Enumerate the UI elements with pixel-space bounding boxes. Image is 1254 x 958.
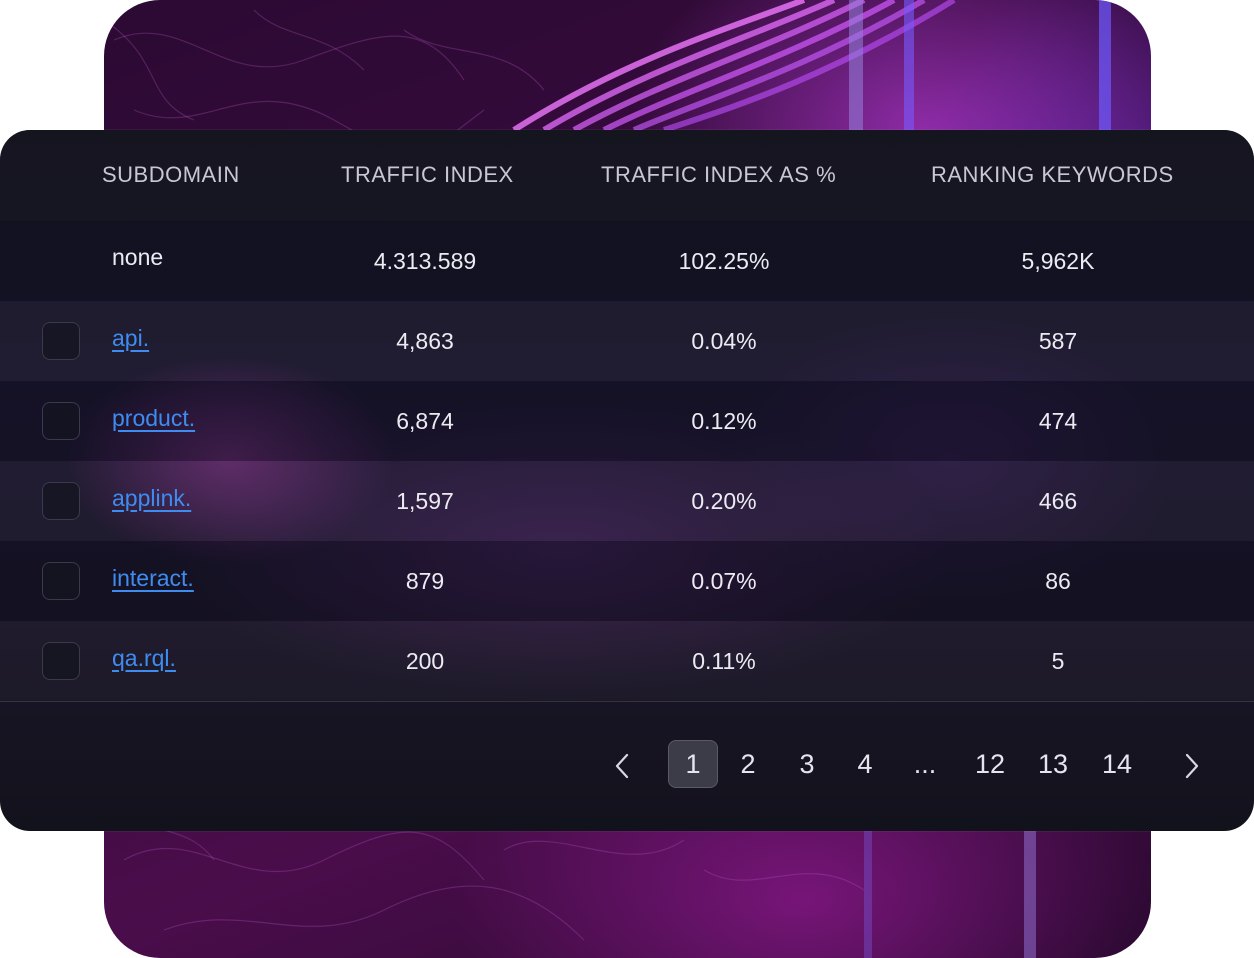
ranking-keywords-value: 466: [1038, 488, 1078, 514]
traffic-index-pct-value: 0.11%: [692, 648, 756, 674]
header-subdomain: SUBDOMAIN: [102, 162, 240, 187]
page-2-button[interactable]: 2: [740, 749, 756, 779]
prev-page-button[interactable]: [600, 740, 644, 788]
table-row: none 4.313.589 102.25% 5,962K: [0, 221, 1254, 301]
ranking-keywords-value: 474: [1038, 408, 1078, 434]
table-header: SUBDOMAIN TRAFFIC INDEX TRAFFIC INDEX AS…: [0, 130, 1254, 221]
subdomain-table-panel: SUBDOMAIN TRAFFIC INDEX TRAFFIC INDEX AS…: [0, 130, 1254, 831]
subdomain-link[interactable]: product.: [112, 405, 196, 431]
table-row: interact. 879 0.07% 86: [0, 541, 1254, 621]
table-row: product. 6,874 0.12% 474: [0, 381, 1254, 461]
subdomain-name: none: [112, 244, 164, 270]
table-divider: [0, 701, 1254, 702]
traffic-index-value: 4.313.589: [373, 248, 477, 274]
row-checkbox[interactable]: [42, 402, 80, 440]
traffic-index-value: 1,597: [396, 488, 454, 514]
header-traffic-index: TRAFFIC INDEX: [341, 162, 514, 187]
traffic-index-pct-value: 102.25%: [678, 248, 770, 274]
chevron-right-icon: [1185, 753, 1199, 778]
traffic-index-pct-value: 0.12%: [691, 408, 757, 434]
subdomain-link[interactable]: api.: [112, 325, 150, 351]
header-traffic-index-pct: TRAFFIC INDEX AS %: [601, 162, 837, 187]
ranking-keywords-value: 5,962K: [1021, 248, 1095, 274]
page-4-button[interactable]: 4: [857, 749, 873, 779]
ranking-keywords-value: 86: [1045, 568, 1071, 594]
page-3-button[interactable]: 3: [799, 749, 815, 779]
page-ellipsis: ...: [913, 749, 937, 779]
row-checkbox[interactable]: [42, 642, 80, 680]
row-checkbox[interactable]: [42, 322, 80, 360]
header-ranking-keywords: RANKING KEYWORDS: [931, 162, 1174, 187]
page-1-button[interactable]: 1: [668, 740, 718, 788]
subdomain-link[interactable]: qa.rql.: [112, 645, 176, 671]
page-14-button[interactable]: 14: [1101, 749, 1133, 779]
ranking-keywords-value: 587: [1038, 328, 1078, 354]
traffic-index-value: 4,863: [396, 328, 454, 354]
next-page-button[interactable]: [1170, 740, 1214, 788]
traffic-index-value: 200: [405, 648, 445, 674]
subdomain-link[interactable]: interact.: [112, 565, 194, 591]
table-row: api. 4,863 0.04% 587: [0, 301, 1254, 381]
chevron-left-icon: [615, 753, 629, 778]
page-13-button[interactable]: 13: [1037, 749, 1069, 779]
ranking-keywords-value: 5: [1051, 648, 1065, 674]
page-12-button[interactable]: 12: [974, 749, 1006, 779]
traffic-index-pct-value: 0.20%: [691, 488, 757, 514]
subdomain-link[interactable]: applink.: [112, 485, 192, 511]
traffic-index-pct-value: 0.04%: [691, 328, 757, 354]
traffic-index-pct-value: 0.07%: [691, 568, 757, 594]
table-row: applink. 1,597 0.20% 466: [0, 461, 1254, 541]
table-row: qa.rql. 200 0.11% 5: [0, 621, 1254, 701]
traffic-index-value: 6,874: [396, 408, 454, 434]
row-checkbox[interactable]: [42, 562, 80, 600]
traffic-index-value: 879: [405, 568, 445, 594]
row-checkbox[interactable]: [42, 482, 80, 520]
